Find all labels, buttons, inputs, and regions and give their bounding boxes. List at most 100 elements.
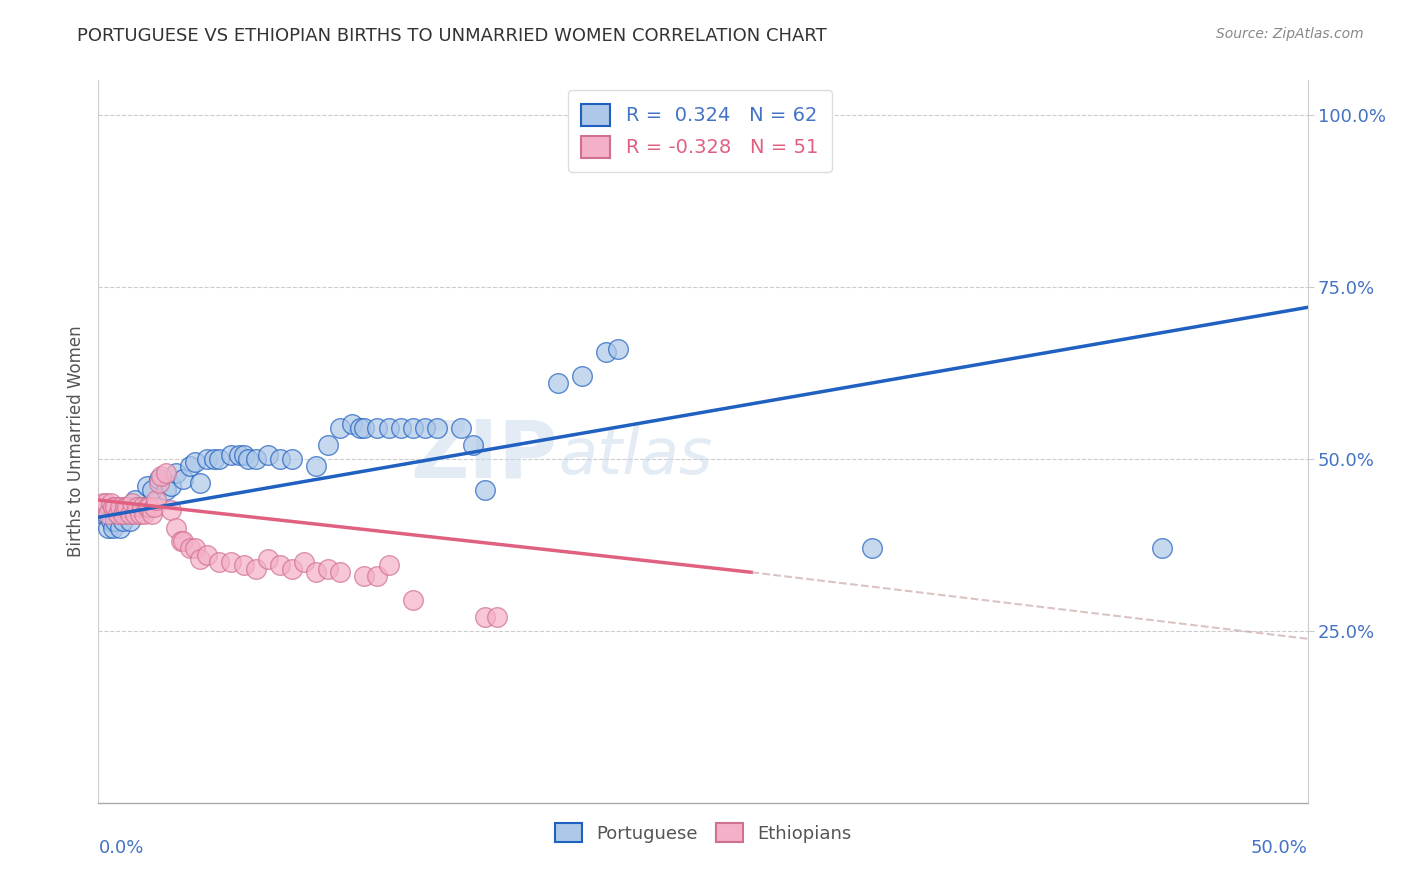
Point [607,342,630,356]
Point [131,500,153,514]
Point [269,558,291,573]
Point [101,520,124,534]
Point [474,483,496,497]
Point [118,514,141,528]
Point [135,500,157,514]
Point [91,496,114,510]
Point [292,555,315,569]
Point [128,507,150,521]
Point [148,472,170,486]
Point [245,451,267,466]
Point [108,520,131,534]
Point [208,451,231,466]
Point [143,500,166,514]
Point [107,507,129,521]
Point [353,421,375,435]
Point [97,507,120,521]
Point [281,451,304,466]
Point [107,507,129,521]
Point [124,493,146,508]
Point [450,421,472,435]
Point [595,345,617,359]
Point [353,568,375,582]
Point [138,500,160,514]
Point [172,534,194,549]
Point [245,562,267,576]
Point [195,451,218,466]
Point [135,479,157,493]
Point [474,610,496,624]
Point [155,466,177,480]
Point [117,500,139,514]
Point [204,451,226,466]
Point [349,421,371,435]
Point [97,520,120,534]
Point [184,455,207,469]
Point [377,558,399,573]
Point [463,438,485,452]
Point [118,507,141,521]
Point [776,125,799,139]
Point [108,500,131,514]
Point [150,469,173,483]
Point [127,500,149,514]
Point [426,421,449,435]
Point [111,507,134,521]
Point [172,472,194,486]
Point [342,417,364,432]
Point [145,493,167,508]
Text: PORTUGUESE VS ETHIOPIAN BIRTHS TO UNMARRIED WOMEN CORRELATION CHART: PORTUGUESE VS ETHIOPIAN BIRTHS TO UNMARR… [77,27,827,45]
Point [121,496,143,510]
Point [221,448,243,462]
Point [160,479,183,493]
Point [124,507,146,521]
Point [305,566,328,580]
Text: 50.0%: 50.0% [1251,838,1308,857]
Point [141,507,163,521]
Point [94,507,117,521]
Point [256,551,278,566]
Point [329,566,352,580]
Point [238,451,260,466]
Point [188,551,211,566]
Point [94,496,117,510]
Point [402,421,425,435]
Point [789,125,811,139]
Point [184,541,207,556]
Point [160,503,183,517]
Point [232,448,254,462]
Point [195,548,218,562]
Point [316,438,339,452]
Point [269,451,291,466]
Point [100,496,122,510]
Point [389,421,412,435]
Point [111,514,134,528]
Point [571,369,593,384]
Point [547,376,569,390]
Point [402,592,425,607]
Point [486,610,509,624]
Point [155,483,177,497]
Point [281,562,304,576]
Point [148,475,170,490]
Point [117,507,139,521]
Point [127,500,149,514]
Point [104,500,127,514]
Point [134,507,156,521]
Text: ZIP: ZIP [411,417,558,495]
Point [141,483,163,497]
Point [179,541,201,556]
Point [100,514,122,528]
Text: Source: ZipAtlas.com: Source: ZipAtlas.com [1216,27,1364,41]
Point [91,507,114,521]
Point [305,458,328,473]
Point [860,541,883,556]
Point [169,534,191,549]
Point [692,125,714,139]
Point [228,448,250,462]
Point [256,448,278,462]
Point [366,568,388,582]
Point [329,421,352,435]
Text: atlas: atlas [558,425,713,487]
Point [165,520,187,534]
